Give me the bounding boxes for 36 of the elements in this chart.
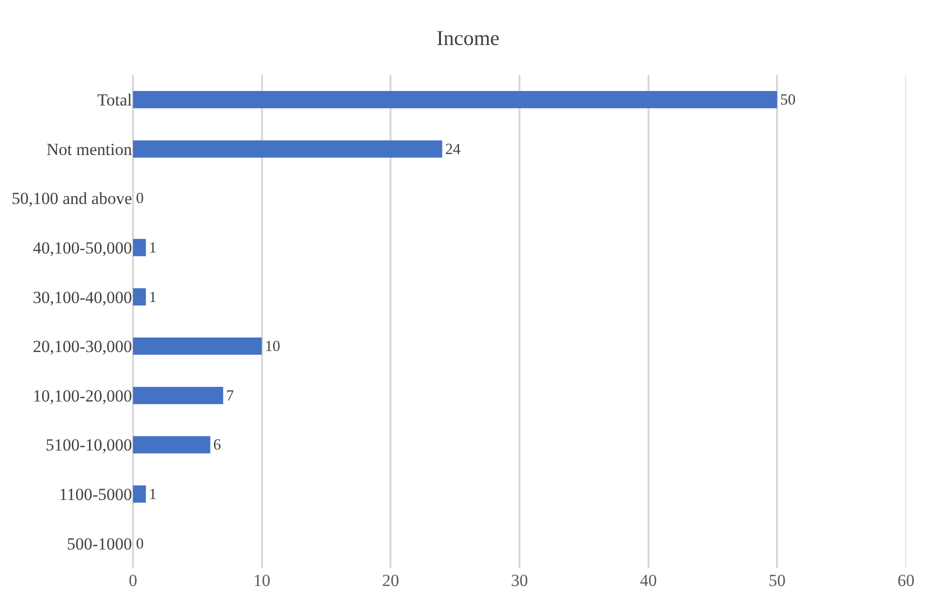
- y-tick-label: Not mention: [46, 140, 132, 159]
- y-tick-label: 1100-5000: [58, 485, 132, 504]
- bar: [133, 386, 224, 404]
- chart-title: Income: [436, 26, 500, 50]
- y-tick-label: 40,100-50,000: [32, 238, 132, 258]
- bar: [133, 338, 262, 355]
- data-label: 1: [148, 288, 157, 306]
- y-tick-label: 5100-10,000: [46, 436, 132, 455]
- y-tick-label: Total: [97, 90, 132, 110]
- y-tick-label: 500-1000: [66, 534, 132, 554]
- data-label: 0: [136, 190, 144, 208]
- x-tick-label: 20: [382, 571, 400, 590]
- x-tick-label: 50: [768, 571, 786, 590]
- data-label: 50: [780, 92, 796, 109]
- bar: [133, 238, 146, 256]
- y-tick-label: 50,100 and above: [12, 189, 132, 208]
- bar: [133, 91, 778, 108]
- bar: [133, 485, 146, 503]
- data-label: 6: [213, 436, 222, 454]
- data-label: 10: [264, 338, 281, 356]
- x-tick-label: 30: [511, 571, 528, 590]
- bar: [133, 436, 210, 454]
- data-label: 0: [136, 535, 144, 552]
- bar: [133, 288, 146, 306]
- data-label: 1: [148, 240, 157, 257]
- x-tick-label: 10: [253, 571, 270, 590]
- data-label: 24: [445, 140, 461, 158]
- x-tick-label: 60: [898, 571, 914, 590]
- data-label: 7: [226, 387, 234, 404]
- x-tick-label: 0: [128, 571, 138, 590]
- y-tick-label: 30,100-40,000: [32, 288, 132, 307]
- y-tick-label: 10,100-20,000: [32, 386, 132, 406]
- x-tick-label: 40: [640, 571, 657, 590]
- bar: [133, 140, 442, 158]
- y-tick-label: 20,100-30,000: [32, 337, 132, 356]
- data-label: 1: [148, 486, 157, 504]
